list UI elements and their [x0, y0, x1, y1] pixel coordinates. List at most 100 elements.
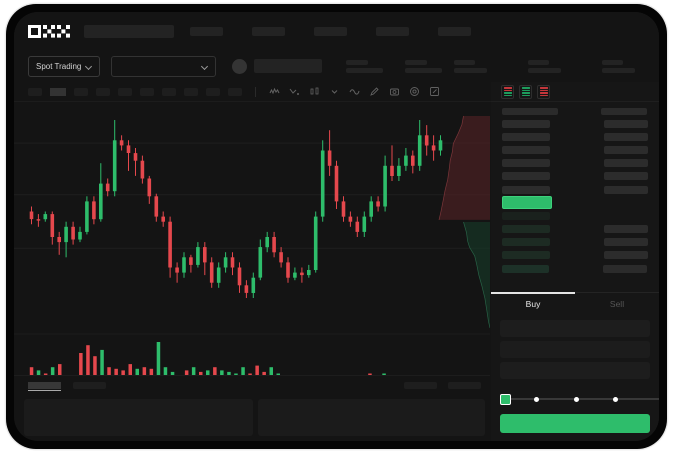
- timeframe-9[interactable]: [206, 87, 220, 96]
- pencil-icon[interactable]: [369, 86, 380, 97]
- settings-gear-icon[interactable]: [409, 86, 420, 97]
- instrument-header: Spot Trading: [14, 50, 659, 82]
- nav-link-1[interactable]: [190, 26, 223, 36]
- bottom-panel-2[interactable]: [258, 399, 485, 436]
- device-bezel: Spot Trading: [14, 12, 659, 441]
- coin-name-placeholder: [254, 59, 323, 73]
- indicator-icon[interactable]: [269, 86, 280, 97]
- table-row[interactable]: [502, 209, 648, 222]
- spread-row[interactable]: [502, 196, 648, 210]
- chevron-down-icon[interactable]: [329, 86, 340, 97]
- depth-overlay: [438, 115, 490, 329]
- orders-actions: [404, 381, 481, 389]
- timeframe-group: [28, 86, 440, 97]
- logo-letter-k: [42, 24, 56, 38]
- timeframe-2[interactable]: [50, 87, 66, 96]
- market-stat-1: [454, 59, 487, 73]
- nav-link-3[interactable]: [314, 26, 347, 36]
- market-stat-3: [602, 59, 635, 73]
- submit-buy-button[interactable]: [500, 414, 650, 433]
- market-stat-2: [528, 59, 561, 73]
- table-row[interactable]: [502, 223, 648, 236]
- bottom-panel-1[interactable]: [24, 399, 253, 436]
- orders-tab-1[interactable]: [28, 381, 61, 389]
- order-total-field[interactable]: [500, 362, 650, 379]
- orders-tabs: [28, 381, 106, 389]
- chart-toolbar: [14, 82, 659, 102]
- line-chart-icon[interactable]: [349, 86, 360, 97]
- device-frame: Spot Trading: [6, 4, 667, 449]
- candle-type-icon[interactable]: [309, 86, 320, 97]
- timeframe-3[interactable]: [74, 87, 88, 96]
- okx-logo[interactable]: [28, 24, 70, 38]
- coin-info[interactable]: [232, 58, 323, 74]
- timeframe-8[interactable]: [184, 87, 198, 96]
- search-input[interactable]: [84, 24, 174, 38]
- nav-link-2[interactable]: [252, 26, 285, 36]
- table-row[interactable]: [502, 170, 648, 183]
- tab-sell-label: Sell: [609, 298, 625, 309]
- order-book-total-ask: [603, 265, 647, 274]
- volume-histogram: [29, 342, 386, 375]
- order-book-col-amount: [601, 108, 647, 115]
- timeframe-6[interactable]: [140, 87, 154, 96]
- slider-stop-25[interactable]: [534, 396, 539, 402]
- nav-link-4[interactable]: [376, 26, 409, 36]
- price-stats: [346, 59, 443, 73]
- compare-icon[interactable]: [289, 86, 300, 97]
- nav-links: [190, 26, 471, 36]
- top-navigation-bar: [14, 12, 659, 50]
- coin-avatar: [232, 58, 248, 74]
- table-row[interactable]: [502, 157, 648, 170]
- chart-gridlines: [14, 142, 490, 335]
- order-book-panel: Buy Sell: [491, 82, 659, 441]
- timeframe-5[interactable]: [118, 87, 132, 96]
- order-form: [491, 314, 659, 393]
- camera-icon[interactable]: [389, 86, 400, 97]
- tab-sell[interactable]: Sell: [575, 293, 659, 314]
- order-book-display-modes: [491, 82, 659, 102]
- table-row[interactable]: [502, 236, 648, 249]
- chevron-down-icon: [202, 63, 208, 69]
- table-row[interactable]: [502, 117, 648, 130]
- timeframe-1[interactable]: [28, 87, 42, 96]
- fullscreen-icon[interactable]: [429, 86, 440, 97]
- both-sides-icon[interactable]: [501, 84, 514, 99]
- nav-link-5[interactable]: [438, 26, 471, 36]
- trade-side-tabs: Buy Sell: [491, 292, 659, 314]
- price-chart[interactable]: [14, 102, 490, 375]
- orders-tab-bar: [14, 375, 490, 394]
- percent-slider[interactable]: [500, 393, 659, 405]
- slider-handle[interactable]: [500, 393, 511, 405]
- pair-selector[interactable]: [111, 55, 217, 77]
- timeframe-7[interactable]: [162, 87, 176, 96]
- price-stat-1: [346, 59, 384, 73]
- slider-stop-50[interactable]: [574, 396, 579, 402]
- table-row[interactable]: [502, 143, 648, 156]
- asks-only-icon[interactable]: [537, 84, 550, 99]
- order-book-header: [491, 102, 659, 117]
- table-row[interactable]: [502, 183, 648, 196]
- orders-action-2[interactable]: [448, 381, 481, 389]
- orders-tab-2[interactable]: [73, 381, 106, 389]
- table-row[interactable]: [502, 130, 648, 143]
- slider-track: [506, 398, 659, 400]
- logo-letter-o: [28, 24, 41, 38]
- order-book-total-bid: [502, 265, 549, 274]
- timeframe-10[interactable]: [228, 87, 242, 96]
- order-price-field[interactable]: [500, 320, 650, 337]
- spot-trading-dropdown[interactable]: Spot Trading: [28, 55, 101, 77]
- table-row[interactable]: [502, 249, 648, 262]
- market-stats: [454, 50, 635, 82]
- toolbar-divider: [255, 86, 256, 97]
- price-stat-2: [405, 59, 443, 73]
- timeframe-4[interactable]: [96, 87, 110, 96]
- tab-buy[interactable]: Buy: [491, 292, 575, 314]
- bids-only-icon[interactable]: [519, 84, 532, 99]
- orders-action-1[interactable]: [404, 381, 437, 389]
- tab-buy-label: Buy: [525, 298, 541, 309]
- slider-stop-75[interactable]: [613, 396, 618, 402]
- order-book-footer: [491, 262, 659, 274]
- order-book-col-price: [502, 108, 558, 115]
- order-amount-field[interactable]: [500, 341, 650, 358]
